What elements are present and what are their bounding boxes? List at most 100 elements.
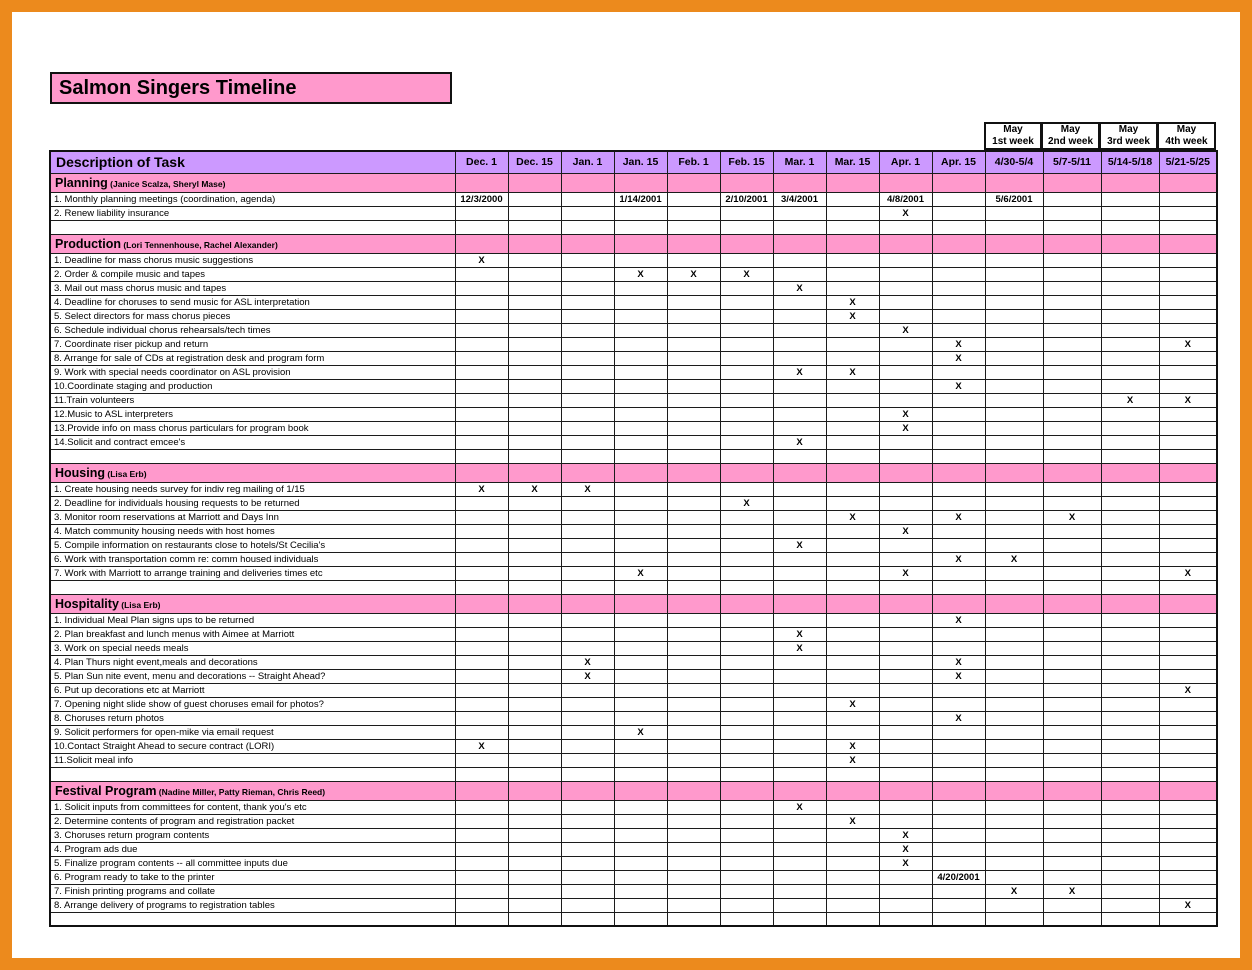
timeline-cell xyxy=(878,252,933,268)
week-label: 2nd week xyxy=(1047,136,1094,147)
timeline-cell xyxy=(1158,378,1218,394)
timeline-cell xyxy=(984,654,1044,670)
timeline-cell xyxy=(666,420,721,436)
timeline-cell xyxy=(772,565,827,581)
section-header-cell xyxy=(666,462,721,483)
column-header-apr-15: Apr. 15 xyxy=(931,150,986,174)
timeline-cell xyxy=(931,897,986,913)
timeline-cell xyxy=(772,682,827,698)
timeline-cell xyxy=(984,392,1044,408)
section-header-cell xyxy=(1100,233,1160,254)
column-header-jan-1: Jan. 1 xyxy=(560,150,615,174)
timeline-cell xyxy=(1158,252,1218,268)
section-header-hospitality: Hospitality (Lisa Erb) xyxy=(49,593,1218,614)
timeline-cell xyxy=(719,640,774,656)
task-description: 2. Determine contents of program and reg… xyxy=(49,813,456,829)
timeline-cell xyxy=(772,813,827,829)
timeline-cell xyxy=(454,626,509,642)
timeline-cell xyxy=(666,537,721,553)
timeline-cell xyxy=(931,799,986,815)
x-mark-cell: X xyxy=(772,626,827,642)
may-week-header-strip: May 1st week May 2nd week May 3rd week May 4th … xyxy=(984,122,1216,150)
section-header-cell xyxy=(560,462,615,483)
timeline-cell xyxy=(931,406,986,422)
timeline-cell xyxy=(666,495,721,511)
timeline-cell xyxy=(666,378,721,394)
timeline-cell xyxy=(772,481,827,497)
timeline-cell xyxy=(1042,364,1102,380)
timeline-cell xyxy=(719,350,774,366)
timeline-cell xyxy=(560,266,615,282)
timeline-cell xyxy=(507,434,562,450)
timeline-cell xyxy=(719,378,774,394)
timeline-cell xyxy=(507,841,562,857)
timeline-cell xyxy=(507,205,562,221)
task-row: 9. Work with special needs coordinator o… xyxy=(49,364,1218,380)
timeline-cell xyxy=(1158,509,1218,525)
timeline-cell xyxy=(613,827,668,843)
timeline-cell xyxy=(1042,668,1102,684)
task-description: 6. Put up decorations etc at Marriott xyxy=(49,682,456,698)
section-header-festival-program: Festival Program (Nadine Miller, Patty R… xyxy=(49,780,1218,801)
timeline-cell xyxy=(560,406,615,422)
task-description: 6. Program ready to take to the printer xyxy=(49,869,456,885)
timeline-cell xyxy=(719,364,774,380)
timeline-cell xyxy=(825,654,880,670)
spacer-cell xyxy=(984,766,1044,782)
timeline-cell xyxy=(825,523,880,539)
task-row: 4. Deadline for choruses to send music f… xyxy=(49,294,1218,310)
timeline-cell xyxy=(931,752,986,768)
timeline-cell xyxy=(1042,855,1102,871)
spacer-cell xyxy=(984,579,1044,595)
timeline-cell xyxy=(772,612,827,628)
timeline-cell xyxy=(560,280,615,296)
timeline-cell xyxy=(825,626,880,642)
spacer-cell xyxy=(772,579,827,595)
section-header-cell xyxy=(931,233,986,254)
timeline-cell xyxy=(1100,523,1160,539)
timeline-cell xyxy=(1158,724,1218,740)
task-row: 8. Arrange for sale of CDs at registrati… xyxy=(49,350,1218,366)
task-description: 4. Deadline for choruses to send music f… xyxy=(49,294,456,310)
x-mark-cell: X xyxy=(825,738,880,754)
spacer-cell xyxy=(825,219,880,235)
section-members-text: (Lisa Erb) xyxy=(105,468,147,479)
timeline-cell xyxy=(613,434,668,450)
timeline-cell xyxy=(719,308,774,324)
may-label: May xyxy=(1003,124,1023,135)
timeline-cell xyxy=(1100,205,1160,221)
timeline-cell xyxy=(560,308,615,324)
timeline-cell xyxy=(719,897,774,913)
timeline-cell xyxy=(984,799,1044,815)
x-mark-cell: X xyxy=(878,841,933,857)
timeline-cell xyxy=(878,434,933,450)
timeline-cell xyxy=(1100,364,1160,380)
spacer-cell xyxy=(1042,448,1102,464)
column-header-5-7-5-11: 5/7-5/11 xyxy=(1042,150,1102,174)
section-header-cell xyxy=(1042,462,1102,483)
section-header-cell xyxy=(825,233,880,254)
timeline-cell xyxy=(454,799,509,815)
section-name-text: Planning xyxy=(55,175,108,190)
timeline-cell xyxy=(507,350,562,366)
timeline-cell xyxy=(931,883,986,899)
timeline-cell xyxy=(878,738,933,754)
timeline-cell xyxy=(560,523,615,539)
timeline-cell xyxy=(1158,696,1218,712)
column-header-5-21-5-25: 5/21-5/25 xyxy=(1158,150,1218,174)
timeline-cell xyxy=(1100,308,1160,324)
timeline-cell xyxy=(878,752,933,768)
x-mark-cell: X xyxy=(1100,392,1160,408)
task-row: 3. Mail out mass chorus music and tapes X xyxy=(49,280,1218,296)
x-mark-cell: X xyxy=(1042,883,1102,899)
timeline-cell xyxy=(1158,364,1218,380)
timeline-cell xyxy=(719,205,774,221)
timeline-cell xyxy=(1158,406,1218,422)
task-description: 7. Coordinate riser pickup and return xyxy=(49,336,456,352)
task-row: 11.Train volunteers X X xyxy=(49,392,1218,408)
timeline-cell xyxy=(825,682,880,698)
spacer-cell xyxy=(825,448,880,464)
timeline-cell xyxy=(454,294,509,310)
task-row: 10.Contact Straight Ahead to secure cont… xyxy=(49,738,1218,754)
section-title: Housing (Lisa Erb) xyxy=(49,462,456,483)
